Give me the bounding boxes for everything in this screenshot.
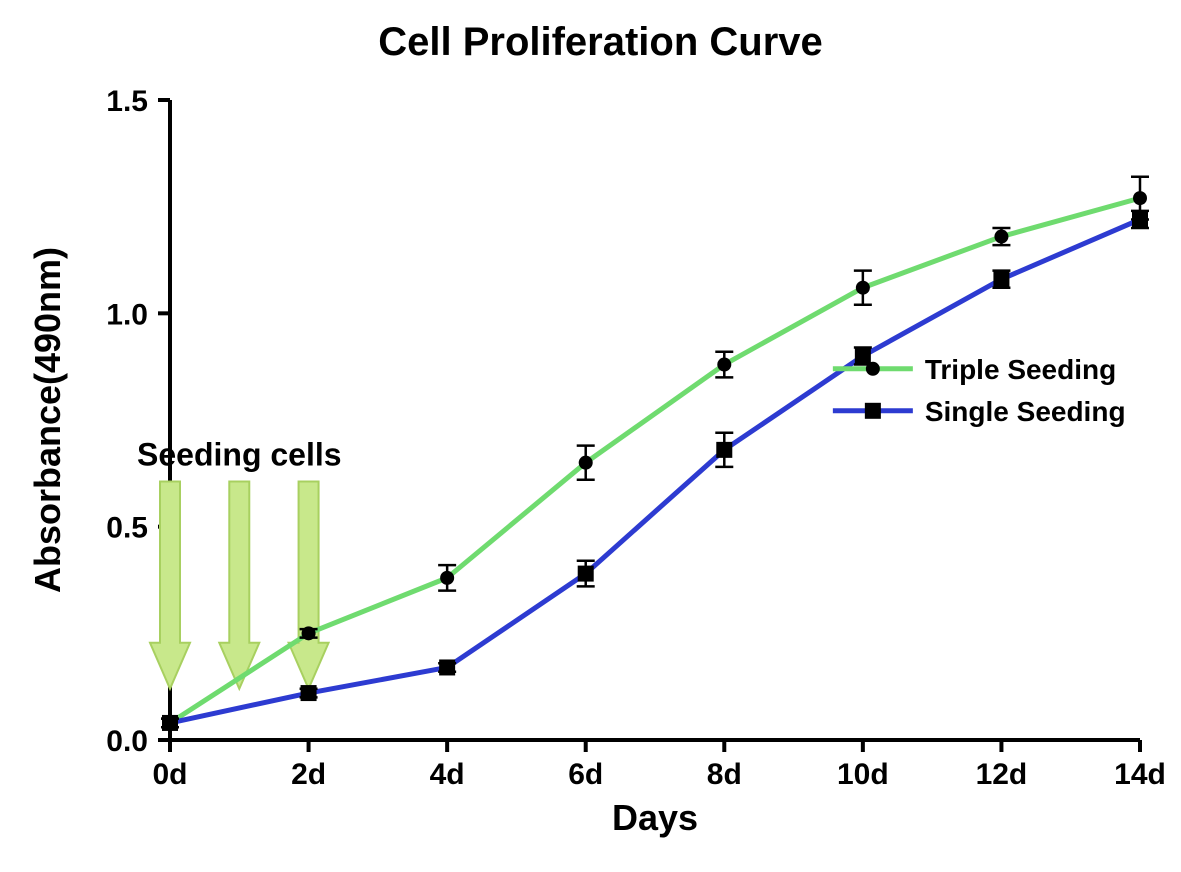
y-axis-label: Absorbance(490nm) [27,247,68,593]
data-marker [855,348,871,364]
data-marker [1133,191,1147,205]
data-marker [440,571,454,585]
y-tick-label: 0.5 [106,512,148,545]
data-marker [1132,211,1148,227]
legend-marker [865,403,881,419]
chart-title: Cell Proliferation Curve [378,20,823,64]
data-marker [162,715,178,731]
data-marker [578,566,594,582]
y-tick-label: 1.5 [106,85,148,118]
data-marker [439,659,455,675]
x-tick-label: 12d [976,758,1028,791]
data-marker [993,271,1009,287]
data-marker [301,685,317,701]
legend-label: Single Seeding [925,396,1126,427]
data-marker [717,358,731,372]
chart-svg: Cell Proliferation Curve 0.0 0.5 1.0 1.5 0d 2d… [0,0,1181,872]
x-tick-label: 0d [152,758,187,791]
seeding-arrows [150,481,329,688]
y-tick-label: 1.0 [106,298,148,331]
data-marker [994,230,1008,244]
data-marker [856,281,870,295]
annotation-text: Seeding cells [137,436,342,472]
x-tick-label: 14d [1114,758,1166,791]
x-tick-label: 10d [837,758,889,791]
x-axis-label: Days [612,797,698,838]
legend-marker [866,362,880,376]
x-tick-label: 2d [291,758,326,791]
x-tick-label: 6d [568,758,603,791]
data-marker [716,442,732,458]
chart-container: Cell Proliferation Curve 0.0 0.5 1.0 1.5 0d 2d… [0,0,1181,872]
x-tick-label: 4d [430,758,465,791]
seeding-arrow [150,481,190,688]
seeding-arrow [219,481,259,688]
data-marker [579,456,593,470]
legend-label: Triple Seeding [925,354,1116,385]
seeding-arrow [289,481,329,688]
data-marker [302,626,316,640]
y-tick-label: 0.0 [106,725,148,758]
x-tick-label: 8d [707,758,742,791]
